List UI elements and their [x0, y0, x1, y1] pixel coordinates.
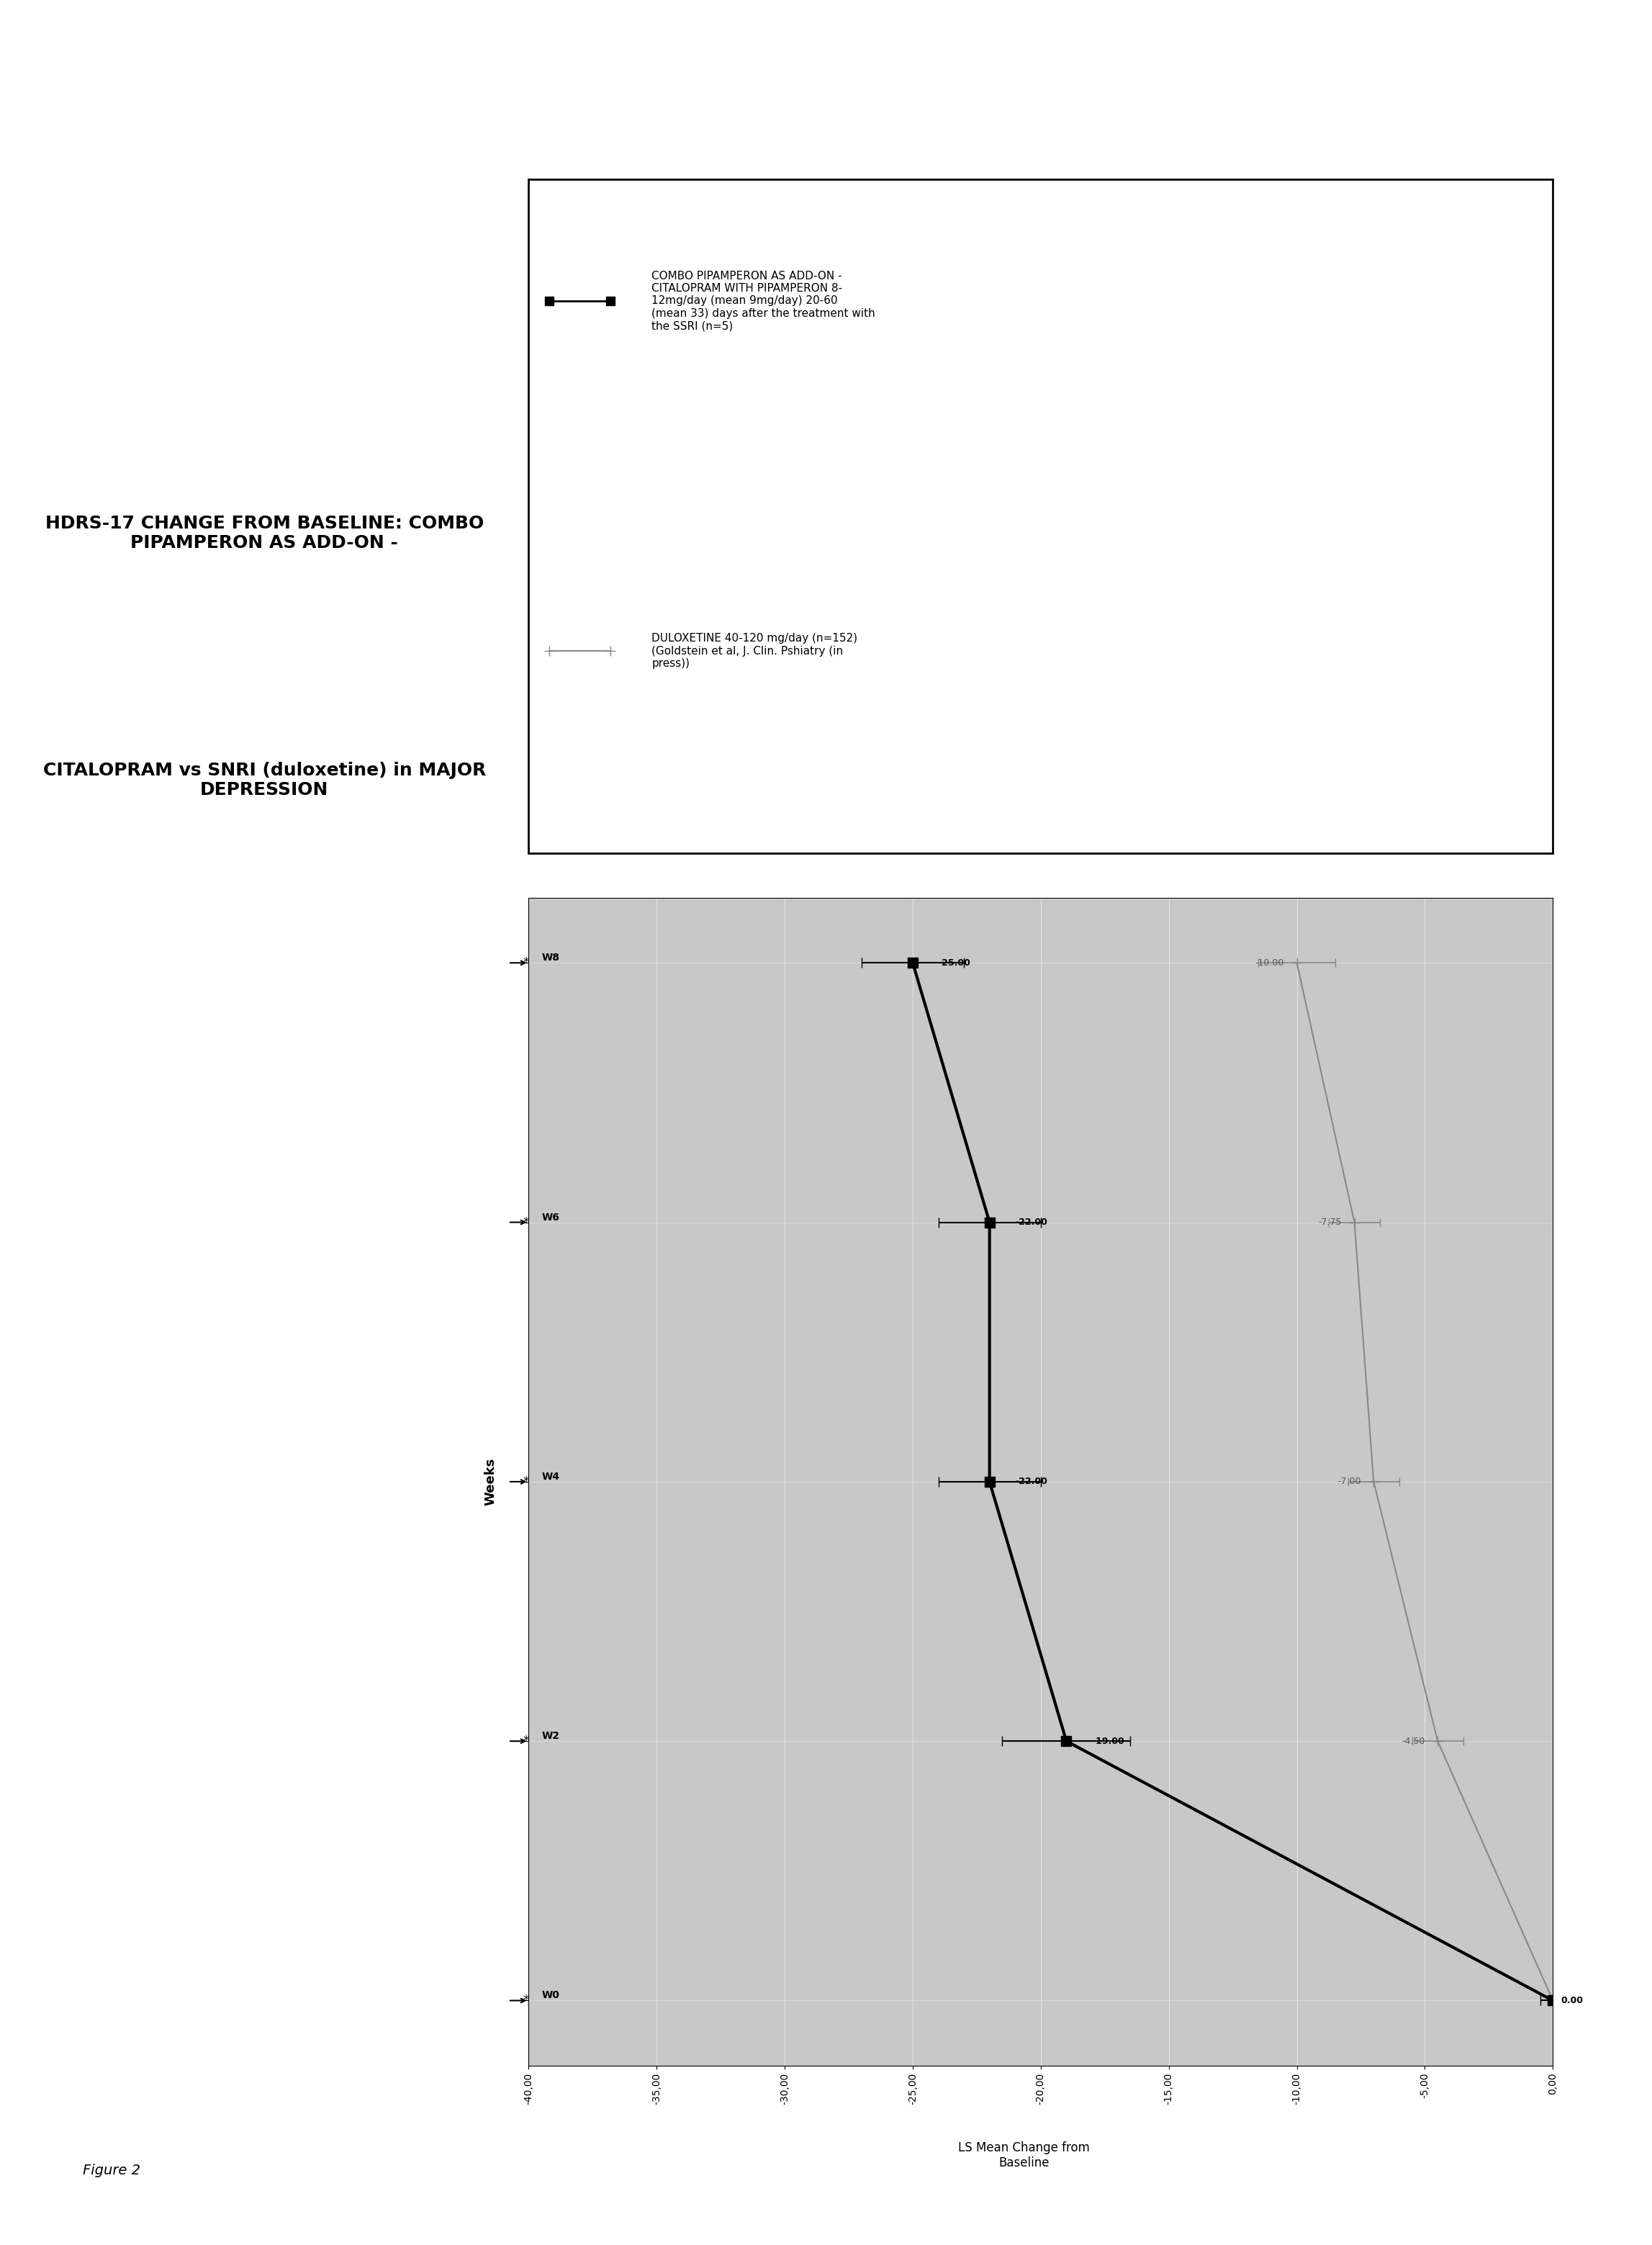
Text: W0: W0 — [542, 1991, 560, 2000]
Text: 0.00: 0.00 — [1561, 1996, 1583, 2005]
Text: *: * — [522, 956, 529, 970]
Text: W2: W2 — [542, 1731, 560, 1742]
Text: -10.00: -10.00 — [1256, 959, 1284, 968]
Text: LS Mean Change from
Baseline: LS Mean Change from Baseline — [958, 2142, 1090, 2169]
Text: -22.00: -22.00 — [1014, 1477, 1047, 1486]
Text: W4: W4 — [542, 1473, 560, 1482]
Text: -22.00: -22.00 — [1014, 1217, 1047, 1228]
Text: Figure 2: Figure 2 — [83, 2164, 140, 2178]
Text: HDRS-17 CHANGE FROM BASELINE: COMBO PIPAMPERON AS ADD-ON -: HDRS-17 CHANGE FROM BASELINE: COMBO PIPA… — [45, 514, 484, 552]
Text: -7.00: -7.00 — [1338, 1477, 1361, 1486]
Text: CITALOPRAM vs SNRI (duloxetine) in MAJOR DEPRESSION: CITALOPRAM vs SNRI (duloxetine) in MAJOR… — [43, 761, 486, 799]
Text: COMBO PIPAMPERON AS ADD-ON -
CITALOPRAM WITH PIPAMPERON 8-
12mg/day (mean 9mg/da: COMBO PIPAMPERON AS ADD-ON - CITALOPRAM … — [651, 269, 876, 332]
Text: -7.75: -7.75 — [1318, 1217, 1341, 1228]
Text: -4.50: -4.50 — [1401, 1735, 1424, 1747]
Text: *: * — [522, 1475, 529, 1488]
Text: -25.00: -25.00 — [938, 959, 971, 968]
Text: *: * — [522, 1217, 529, 1228]
Text: W8: W8 — [542, 952, 560, 963]
Text: DULOXETINE 40-120 mg/day (n=152)
(Goldstein et al, J. Clin. Pshiatry (in
press)): DULOXETINE 40-120 mg/day (n=152) (Goldst… — [651, 633, 857, 669]
Text: *: * — [522, 1735, 529, 1747]
Text: Weeks: Weeks — [484, 1457, 497, 1506]
Text: -19.00: -19.00 — [1092, 1735, 1123, 1747]
Text: W6: W6 — [542, 1212, 560, 1221]
Text: *: * — [522, 1994, 529, 2007]
